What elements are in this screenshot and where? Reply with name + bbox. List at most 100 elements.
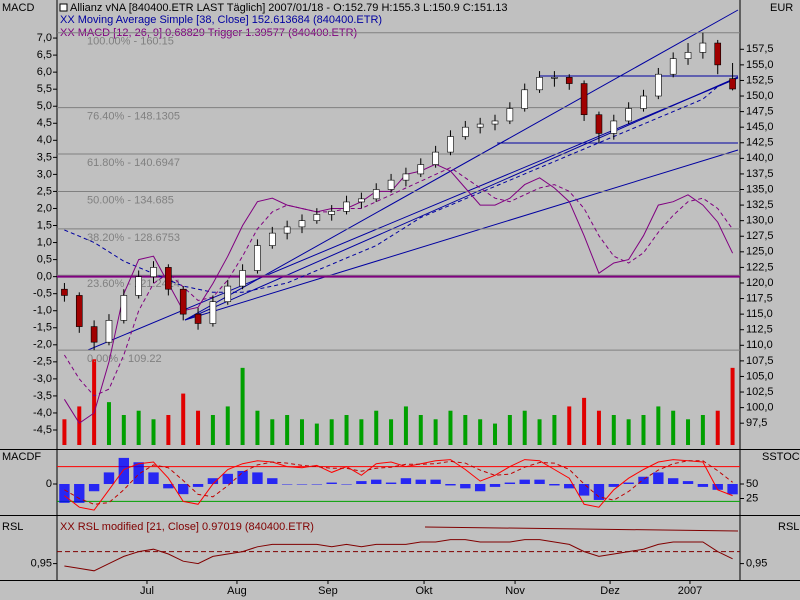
trend-line <box>184 149 739 321</box>
y2-tick-label: 0,95 <box>31 558 52 570</box>
series-line <box>64 79 733 293</box>
volume-bar <box>314 423 319 445</box>
y2-axis-label: RSL <box>778 521 799 533</box>
volume-bar <box>77 406 82 445</box>
volume-bar <box>196 410 201 445</box>
volume-bar <box>418 415 423 445</box>
volume-bar <box>656 406 661 445</box>
volume-bar <box>522 410 527 445</box>
x-tick-label: Jul <box>140 585 154 597</box>
y2-tick-label: -1,5 <box>33 322 52 334</box>
y2-tick-label: 0,5 <box>37 254 52 266</box>
candle-body <box>536 77 543 91</box>
histogram-bar <box>207 478 219 484</box>
x-tick-label: Okt <box>415 585 432 597</box>
histogram-bar <box>385 482 397 484</box>
histogram-bar <box>178 484 189 495</box>
candle-body <box>179 288 187 315</box>
volume-bar <box>715 410 720 445</box>
y-axis-label: EUR <box>770 2 793 14</box>
histogram-bar <box>460 484 471 489</box>
volume-bar <box>285 415 290 445</box>
fib-label: 61.80% - 140.6947 <box>87 157 180 169</box>
candle-body <box>372 189 380 200</box>
y2-tick-label: 6,5 <box>37 49 52 61</box>
volume-bar <box>329 419 334 445</box>
y2-tick-label: 5,0 <box>37 100 52 112</box>
fib-label: 100.00% - 160.15 <box>87 36 174 48</box>
y-tick-label: 97,5 <box>746 417 767 429</box>
volume-bar <box>493 423 498 445</box>
volume-bar <box>255 410 260 445</box>
candle-body <box>358 198 365 203</box>
histogram-bar <box>103 472 115 484</box>
volume-bar <box>537 419 542 445</box>
candle-body <box>595 114 603 134</box>
histogram-bar <box>504 482 516 484</box>
y2-tick-label: 2,0 <box>37 202 52 214</box>
candle-body <box>447 136 454 153</box>
histogram-bar <box>311 484 323 485</box>
frame <box>0 0 800 581</box>
volume-bar <box>730 367 735 445</box>
candle-body <box>402 173 410 181</box>
y-tick-label: 102,5 <box>746 386 774 398</box>
y-tick-label: 120,0 <box>746 277 774 289</box>
candle-body <box>417 164 425 175</box>
volume-bar <box>686 419 691 445</box>
histogram-bar <box>415 479 426 484</box>
histogram-bar <box>593 484 605 500</box>
histogram-bar <box>59 484 70 503</box>
histogram-bar <box>682 481 694 484</box>
candle-body <box>432 151 439 165</box>
y2-tick-label: 7,0 <box>37 32 52 44</box>
histogram-bar <box>519 479 530 484</box>
histogram-bar <box>148 472 159 484</box>
candle-body <box>699 42 707 53</box>
volume-bar <box>299 419 304 445</box>
y2-tick-label: -0,5 <box>33 288 52 300</box>
volume-bar <box>225 406 230 445</box>
histogram-bar <box>623 482 634 484</box>
y-axis-label: MACDF <box>2 451 41 463</box>
histogram-bar <box>88 484 100 492</box>
volume-bar <box>121 415 126 445</box>
histogram-bar <box>638 476 649 484</box>
candle-body <box>625 108 632 122</box>
y2-tick-label: 0,0 <box>37 271 52 283</box>
histogram-bar <box>400 478 412 484</box>
histogram-bar <box>489 484 501 487</box>
histogram-bar <box>341 484 352 485</box>
y-tick-label: 117,5 <box>746 292 773 304</box>
volume-bar <box>166 415 171 445</box>
histogram-bar <box>445 484 456 486</box>
candle-body <box>224 285 232 302</box>
x-tick-label: Aug <box>227 585 247 597</box>
y-tick-label: 0,95 <box>746 558 767 570</box>
histogram-bar <box>430 479 441 484</box>
candle-body <box>209 301 217 324</box>
y2-tick-label: 4,5 <box>37 117 52 129</box>
candle-body <box>105 320 113 343</box>
histogram-bar <box>697 484 709 487</box>
y2-tick-label: 2,5 <box>37 185 52 197</box>
candle-body <box>476 123 484 128</box>
candle-body <box>580 83 588 116</box>
y-tick-label: 155,0 <box>746 59 774 71</box>
candle-body <box>491 120 499 125</box>
volume-bar <box>478 419 483 445</box>
legend-entry: XX Moving Average Simple [38, Close] 152… <box>60 14 382 26</box>
fib-label: 38.20% - 128.6753 <box>87 232 180 244</box>
histogram-bar <box>118 457 130 484</box>
stoch-line <box>64 460 733 505</box>
y-axis-label: RSL <box>2 521 23 533</box>
stoch-line <box>64 459 733 511</box>
y-tick-label: 150,0 <box>746 90 774 102</box>
chart-title: Allianz vNA [840400.ETR LAST Täglich] 20… <box>70 2 507 14</box>
y-tick-label: 50 <box>746 478 758 490</box>
candle-body <box>506 108 514 122</box>
histogram-bar <box>163 484 174 489</box>
